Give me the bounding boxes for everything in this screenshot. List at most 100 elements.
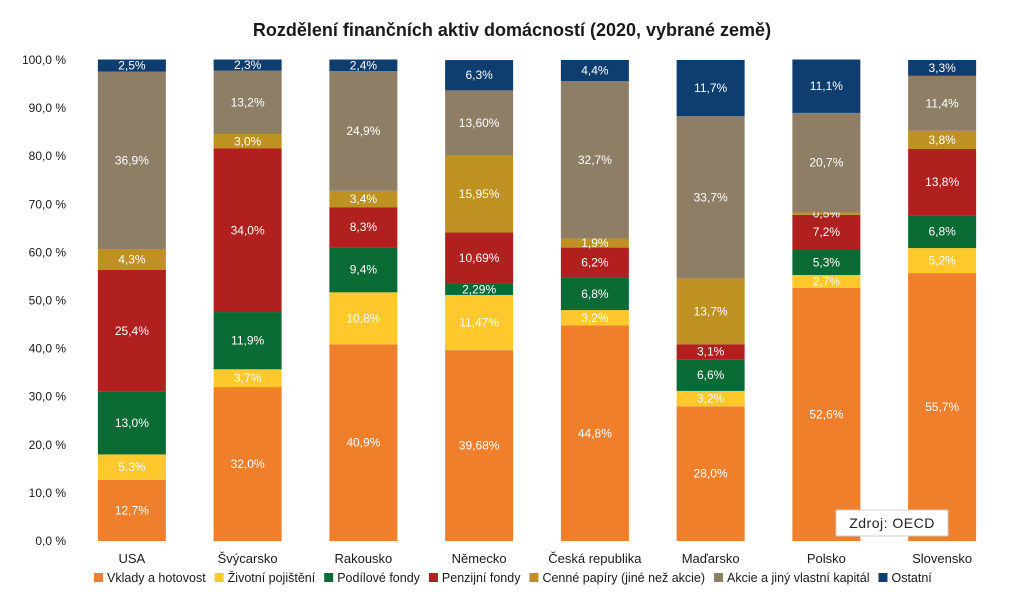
data-label: 4,3%: [118, 252, 146, 266]
data-label: 34,0%: [231, 223, 265, 237]
source-box: [835, 509, 949, 537]
bar-group: 12,7% 5,3% 13,0% 25,4% 4,3% 36,9% 2,5%: [97, 59, 166, 541]
data-label: 6,2%: [581, 256, 609, 270]
y-tick-label: 30,0 %: [29, 390, 67, 404]
bar-segment: [329, 59, 398, 72]
bar-segment: [908, 273, 977, 541]
data-label: 40,9%: [346, 436, 380, 450]
bar-segment: [213, 134, 282, 149]
legend-item: Životní pojištění: [214, 570, 316, 585]
y-axis: 0,0 % 10,0 % 20,0 % 30,0 % 40,0 % 50,0 % 60,0 …: [22, 53, 66, 548]
legend-swatch: [714, 573, 724, 582]
legend-item: Podílové fondy: [324, 571, 421, 585]
legend-label: Vklady a hotovost: [107, 571, 206, 585]
bar-segment: [445, 90, 514, 156]
bar-group: 39,68% 11,47% 2,29% 10,69% 15,95% 13,60% 6,3%: [445, 60, 514, 541]
y-tick-label: 60,0 %: [29, 245, 67, 259]
data-label: 13,7%: [694, 304, 728, 318]
data-label: 32,7%: [578, 153, 612, 167]
legend-swatch: [529, 573, 539, 582]
data-label: 5,2%: [928, 254, 956, 268]
bar-segment: [329, 207, 398, 248]
data-label: 4,4%: [581, 64, 609, 78]
data-label: 20,7%: [809, 156, 843, 170]
source-text: Zdroj: OECD: [849, 515, 935, 531]
data-label: 13,2%: [231, 95, 265, 109]
bar-segment: [213, 369, 282, 388]
data-label: 2,29%: [462, 282, 496, 296]
bar-segment: [676, 406, 745, 541]
bar-segment: [213, 387, 282, 541]
bar-segment: [560, 238, 629, 248]
data-label: 2,3%: [234, 58, 262, 72]
x-tick-label: USA: [119, 551, 146, 566]
bar-segment: [445, 60, 514, 91]
bar-segment: [908, 130, 977, 149]
bar-segment: [97, 454, 166, 480]
bar-segment: [792, 112, 861, 213]
legend-item: Penzijní fondy: [428, 571, 521, 585]
data-label: 33,7%: [694, 190, 728, 204]
bar-segment: [908, 75, 977, 131]
bar-segment: [97, 59, 166, 72]
data-label: 6,3%: [465, 68, 493, 82]
legend-label: Akcie a jiný vlastní kapitál: [727, 571, 869, 585]
data-label: 24,9%: [346, 124, 380, 138]
y-tick-label: 90,0 %: [29, 101, 67, 115]
bars: 12,7% 5,3% 13,0% 25,4% 4,3% 36,9% 2,5% 32,0% 3,7…: [97, 58, 977, 541]
legend-item: Ostatní: [878, 571, 932, 585]
bar-group: 52,6%2,7%5,3%7,2%0,5%20,7%11,1%: [792, 59, 861, 541]
x-tick-label: Česká republika: [548, 551, 642, 566]
data-label: 11,47%: [459, 316, 499, 330]
bar-segment: [329, 344, 398, 541]
bar-segment: [445, 232, 514, 284]
bar-segment: [213, 59, 282, 71]
data-label: 13,60%: [459, 116, 500, 130]
data-label: 6,8%: [581, 287, 609, 301]
legend-swatch: [324, 573, 334, 582]
data-label: 3,0%: [234, 134, 262, 148]
bar-segment: [560, 247, 629, 278]
bar-segment: [97, 249, 166, 270]
bar-segment: [560, 310, 629, 326]
x-tick-label: Německo: [452, 551, 507, 566]
data-label: 32,0%: [231, 457, 265, 471]
bar-segment: [676, 278, 745, 345]
bar-segment: [908, 215, 977, 249]
bar-segment: [329, 71, 398, 191]
bar-segment: [676, 390, 745, 407]
bar-group: 32,0% 3,7% 11,9% 34,0% 3,0% 13,2% 2,3%: [213, 58, 282, 541]
y-tick-label: 10,0 %: [29, 486, 67, 500]
bar-group: 55,7% 5,2% 6,8% 13,8% 3,8% 11,4% 3,3%: [908, 60, 977, 541]
bar-segment: [676, 359, 745, 391]
data-label: 5,3%: [118, 460, 146, 474]
source-note: Zdroj: OECD: [835, 509, 949, 537]
data-label: 11,9%: [231, 334, 264, 348]
x-tick-label: Polsko: [807, 551, 846, 566]
data-label: 10,69%: [459, 251, 500, 265]
y-tick-label: 100,0 %: [22, 53, 66, 67]
data-label: 2,4%: [350, 58, 378, 72]
legend-label: Penzijní fondy: [442, 571, 521, 585]
bar-segment: [676, 344, 745, 360]
legend-label: Podílové fondy: [337, 571, 420, 585]
bar-group: 28,0% 3,2% 6,6% 3,1% 13,7% 33,7% 11,7%: [676, 60, 745, 541]
data-label: 3,8%: [928, 133, 956, 147]
data-label: 5,3%: [813, 255, 841, 269]
data-label: 15,95%: [459, 187, 500, 201]
data-label: 2,5%: [118, 59, 146, 73]
bar-segment: [560, 60, 629, 82]
chart-title: Rozdělení finančních aktiv domácností (2…: [253, 20, 771, 40]
data-label: 11,4%: [926, 96, 959, 110]
legend-item: Akcie a jiný vlastní kapitál: [714, 571, 869, 585]
data-label: 11,1%: [810, 79, 843, 93]
data-label: 3,3%: [928, 61, 956, 75]
legend-label: Cenné papíry (jiné než akcie): [542, 571, 705, 585]
data-label: 52,6%: [809, 407, 843, 421]
x-axis: USA Švýcarsko Rakousko Německo Česká republi…: [119, 551, 973, 566]
bar-segment: [445, 283, 514, 295]
bar-segment: [97, 479, 166, 541]
data-label: 3,2%: [697, 392, 725, 406]
bar-segment: [908, 148, 977, 216]
